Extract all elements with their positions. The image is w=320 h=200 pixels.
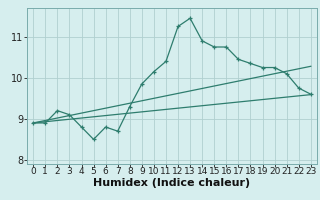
X-axis label: Humidex (Indice chaleur): Humidex (Indice chaleur) <box>93 178 251 188</box>
